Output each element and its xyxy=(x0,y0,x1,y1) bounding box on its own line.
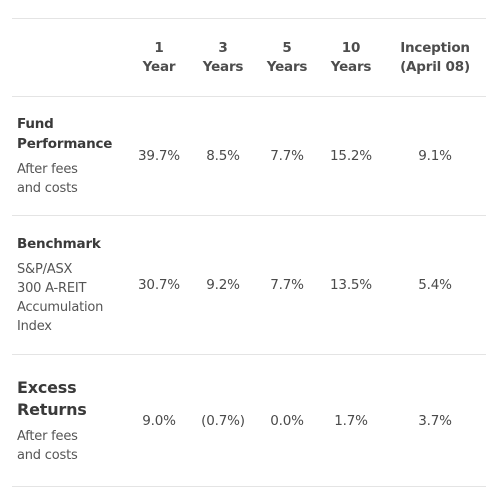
row-subtitle-line: and costs xyxy=(17,181,78,196)
row-subtitle-line: After fees xyxy=(17,162,78,177)
row-subtitle: After fees and costs xyxy=(17,427,128,465)
value-inception: 9.1% xyxy=(418,148,452,164)
row-title: Fund Performance xyxy=(17,114,128,154)
row-subtitle-line: and costs xyxy=(17,447,78,463)
header-10-years: 10 Years xyxy=(318,39,384,77)
row-label: Benchmark S&P/ASX 300 A-REIT Accumulatio… xyxy=(12,234,128,336)
header-3-years: 3 Years xyxy=(190,39,256,77)
row-title-line: Fund xyxy=(17,116,54,132)
header-inception: Inception (April 08) xyxy=(384,39,486,77)
row-title-line: Returns xyxy=(17,399,87,419)
header-label: Year xyxy=(142,58,176,75)
table-row-fund-performance: Fund Performance After fees and costs 39… xyxy=(12,97,486,216)
value-3-years: 8.5% xyxy=(206,148,240,164)
header-label: 10 xyxy=(341,39,361,56)
header-label: Inception xyxy=(400,39,470,56)
value-10-years: 15.2% xyxy=(330,148,372,164)
row-title-line: Benchmark xyxy=(17,236,101,252)
table-header-row: 1 Year 3 Years 5 Years 10 Years Inceptio… xyxy=(12,19,486,97)
row-title-line: Performance xyxy=(17,136,113,152)
value-1-year: 9.0% xyxy=(142,412,176,429)
row-label: Excess Returns After fees and costs xyxy=(12,377,128,465)
table-row-excess-returns: Excess Returns After fees and costs 9.0%… xyxy=(12,355,486,487)
value-10-years: 13.5% xyxy=(330,277,372,293)
header-1-year: 1 Year xyxy=(128,39,190,77)
header-label: Years xyxy=(202,58,244,75)
value-inception: 3.7% xyxy=(418,412,452,429)
header-label: 1 xyxy=(154,39,164,56)
value-5-years: 7.7% xyxy=(270,148,304,164)
value-1-year: 30.7% xyxy=(138,277,180,293)
row-title: Benchmark xyxy=(17,234,128,254)
header-label: Years xyxy=(330,58,372,75)
header-5-years: 5 Years xyxy=(256,39,318,77)
header-label: (April 08) xyxy=(400,58,470,75)
row-subtitle-line: Index xyxy=(17,319,52,334)
value-3-years: (0.7%) xyxy=(201,412,245,429)
row-subtitle: S&P/ASX 300 A-REIT Accumulation Index xyxy=(17,260,128,336)
value-inception: 5.4% xyxy=(418,277,452,293)
table-row-benchmark: Benchmark S&P/ASX 300 A-REIT Accumulatio… xyxy=(12,216,486,355)
value-3-years: 9.2% xyxy=(206,277,240,293)
row-subtitle-line: After fees xyxy=(17,428,78,444)
row-label: Fund Performance After fees and costs xyxy=(12,114,128,198)
value-5-years: 7.7% xyxy=(270,277,304,293)
performance-table: 1 Year 3 Years 5 Years 10 Years Inceptio… xyxy=(12,18,486,487)
value-10-years: 1.7% xyxy=(334,412,368,429)
header-label: Years xyxy=(266,58,308,75)
row-title: Excess Returns xyxy=(17,377,128,421)
value-5-years: 0.0% xyxy=(270,412,304,429)
row-subtitle-line: S&P/ASX xyxy=(17,262,73,277)
header-label: 5 xyxy=(282,39,292,56)
row-subtitle-line: 300 A-REIT xyxy=(17,281,87,296)
row-title-line: Excess xyxy=(17,377,77,397)
value-1-year: 39.7% xyxy=(138,148,180,164)
header-label: 3 xyxy=(218,39,228,56)
row-subtitle-line: Accumulation xyxy=(17,300,104,315)
row-subtitle: After fees and costs xyxy=(17,160,128,198)
